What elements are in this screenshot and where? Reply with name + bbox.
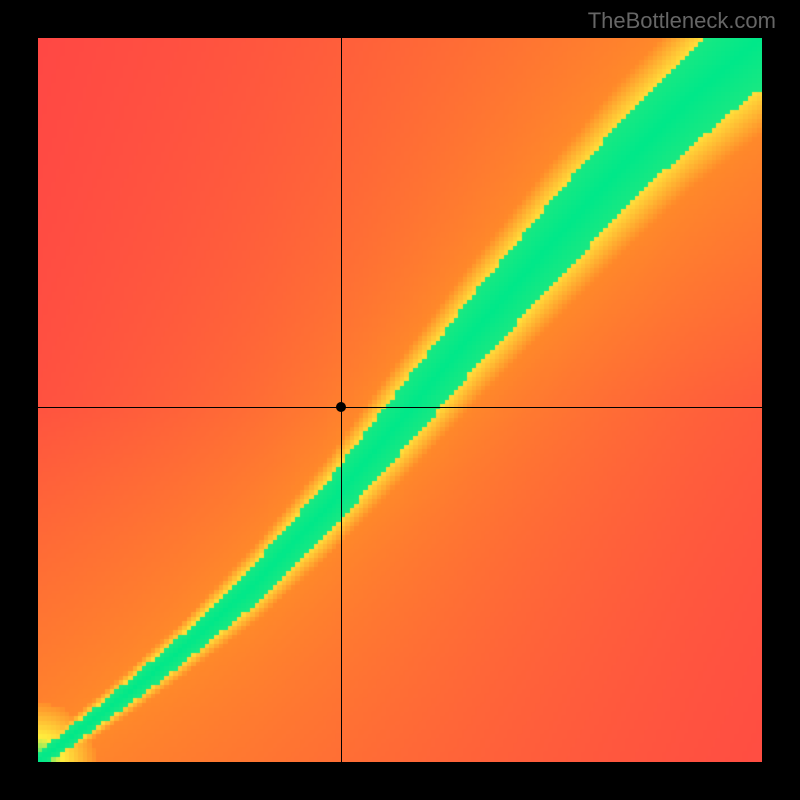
crosshair-vertical bbox=[341, 38, 342, 762]
crosshair-horizontal bbox=[38, 407, 762, 408]
heatmap-canvas bbox=[38, 38, 762, 762]
crosshair-marker bbox=[336, 402, 346, 412]
watermark-text: TheBottleneck.com bbox=[588, 8, 776, 34]
heatmap-chart bbox=[38, 38, 762, 762]
